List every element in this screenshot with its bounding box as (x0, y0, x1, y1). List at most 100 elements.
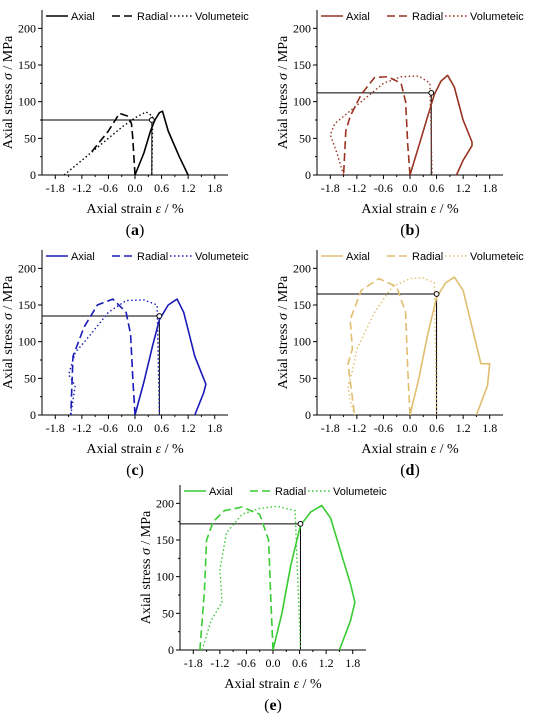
legend-label-radial: Radial (275, 486, 306, 498)
legend: Axial Radial Volumeteic (46, 251, 249, 263)
x-axis-title-unit: / % (436, 202, 459, 217)
x-tick-label: -1.8 (184, 656, 203, 670)
x-tick-label: -1.2 (72, 421, 91, 435)
x-axis-title: Axial strain ε / % (86, 202, 184, 217)
x-tick-label: -1.8 (46, 181, 65, 195)
y-axis-title-unit: / MPa (139, 510, 154, 548)
x-axis-title-unit: / % (161, 442, 184, 457)
y-axis-title-prefix: Axial stress (1, 320, 16, 389)
marker-point (297, 520, 304, 527)
x-tick-label: -1.2 (347, 181, 366, 195)
panel-label-close: ) (414, 222, 419, 239)
panel-label: (c) (126, 462, 144, 479)
x-tick-label: 0.6 (429, 421, 444, 435)
series-line-radial (342, 75, 411, 176)
x-tick-label: 0.6 (292, 656, 307, 670)
y-axis-title-symbol: σ (276, 312, 291, 320)
x-tick-label: -0.6 (237, 656, 256, 670)
series-line-volumeteic (63, 111, 154, 176)
legend-label-volumeteic: Volumeteic (195, 11, 249, 23)
series-line-radial (347, 277, 411, 416)
panel-label: (d) (400, 462, 420, 479)
legend-label-axial: Axial (71, 11, 95, 23)
x-axis-title-unit: / % (161, 202, 184, 217)
y-tick-label: 100 (293, 95, 311, 109)
y-axis-title-prefix: Axial stress (276, 80, 291, 149)
x-axis-title: Axial strain ε / % (86, 442, 184, 457)
panel-label: (e) (264, 697, 282, 713)
x-tick-label: 1.2 (181, 421, 196, 435)
y-axis-title-unit: / MPa (1, 35, 16, 73)
y-axis-title-symbol: σ (1, 72, 16, 80)
chart-svg-c: -1.8 -1.2 -0.6 0.0 0.6 1.2 1.8050100150200Axia… (1, 250, 249, 479)
x-tick-label: 0.0 (128, 421, 143, 435)
x-tick-label: 1.8 (207, 181, 222, 195)
chart-svg-d: -1.8 -1.2 -0.6 0.0 0.6 1.2 1.8050100150200Axia… (276, 250, 524, 479)
y-axis-title-symbol: σ (139, 547, 154, 555)
chart-panel-d: -1.8 -1.2 -0.6 0.0 0.6 1.2 1.8 0 50 100 150 200 Axia… (275, 240, 550, 479)
series-line-radial (90, 112, 136, 176)
y-axis-title-symbol: σ (1, 312, 16, 320)
y-axis-title: Axial stress σ / MPa (1, 35, 16, 149)
y-axis-title-unit: / MPa (276, 35, 291, 73)
legend: Axial Radial Volumeteic (321, 251, 524, 263)
x-tick-label: -1.2 (72, 181, 91, 195)
y-tick-label: 0 (30, 408, 36, 422)
panel-label-close: ) (414, 462, 419, 479)
y-tick-label: 100 (18, 95, 36, 109)
chart-panel-b: -1.8 -1.2 -0.6 0.0 0.6 1.2 1.8 0 50 100 150 200 Axia… (275, 0, 550, 240)
legend-label-volumeteic: Volumeteic (195, 251, 249, 263)
y-tick-label: 100 (156, 570, 174, 584)
x-tick-label: -0.6 (374, 421, 393, 435)
y-tick-label: 150 (293, 298, 311, 312)
panel-label-open: ( (400, 462, 405, 479)
legend-label-volumeteic: Volumeteic (470, 251, 524, 263)
y-tick-label: 200 (18, 21, 36, 35)
x-axis-title-prefix: Axial strain (86, 202, 155, 217)
legend-label-radial: Radial (412, 11, 443, 23)
y-axis-title-prefix: Axial stress (139, 555, 154, 624)
y-axis-title: Axial stress σ / MPa (276, 35, 291, 149)
chart-panel-a: -1.8 -1.2 -0.6 0.0 0.6 1.2 1.8 0 50 100 150 200 Axia… (0, 0, 275, 240)
x-axis-title-unit: / % (299, 677, 322, 692)
y-tick-label: 100 (293, 335, 311, 349)
x-tick-label: 0.6 (429, 181, 444, 195)
y-tick-label: 150 (293, 58, 311, 72)
x-tick-label: 0.0 (403, 421, 418, 435)
x-tick-label: 1.2 (181, 181, 196, 195)
x-tick-label: -1.8 (321, 181, 340, 195)
legend-label-axial: Axial (346, 251, 370, 263)
x-tick-label: 1.8 (345, 656, 360, 670)
panel-label-open: ( (400, 222, 405, 239)
x-tick-label: -0.6 (99, 421, 118, 435)
x-tick-label: 1.8 (482, 181, 497, 195)
y-axis-title-unit: / MPa (276, 275, 291, 313)
y-tick-label: 50 (299, 371, 311, 385)
series-line-radial (199, 506, 274, 651)
x-axis-title-unit: / % (436, 442, 459, 457)
panel-label-letter: a (131, 222, 139, 239)
x-axis-title-symbol: ε (156, 202, 162, 217)
series-line-axial (134, 110, 189, 176)
x-tick-label: 1.8 (207, 421, 222, 435)
y-axis-title-symbol: σ (276, 72, 291, 80)
panel-label-letter: c (131, 462, 138, 479)
x-axis-title: Axial strain ε / % (361, 202, 459, 217)
x-tick-label: 0.6 (154, 421, 169, 435)
y-tick-label: 150 (156, 533, 174, 547)
marker-point (428, 89, 435, 96)
x-tick-label: 0.0 (403, 181, 418, 195)
x-axis-title-prefix: Axial strain (224, 677, 293, 692)
chart-panel-e: -1.8 -1.2 -0.6 0.0 0.6 1.2 1.8 0 50 100 150 200 Axia… (138, 475, 413, 713)
chart-svg-e: -1.8 -1.2 -0.6 0.0 0.6 1.2 1.8050100150200Axia… (139, 485, 387, 713)
x-axis-title: Axial strain ε / % (361, 442, 459, 457)
y-tick-label: 200 (18, 261, 36, 275)
panel-label: (b) (400, 222, 420, 239)
series-line-volumeteic (329, 75, 433, 176)
chart-svg-a: -1.8 -1.2 -0.6 0.0 0.6 1.2 1.8050100150200Axia… (1, 10, 249, 239)
x-axis-title: Axial strain ε / % (224, 677, 322, 692)
x-tick-label: -0.6 (374, 181, 393, 195)
y-tick-label: 0 (305, 168, 311, 182)
x-tick-label: -0.6 (99, 181, 118, 195)
panel-label-open: ( (126, 222, 131, 239)
